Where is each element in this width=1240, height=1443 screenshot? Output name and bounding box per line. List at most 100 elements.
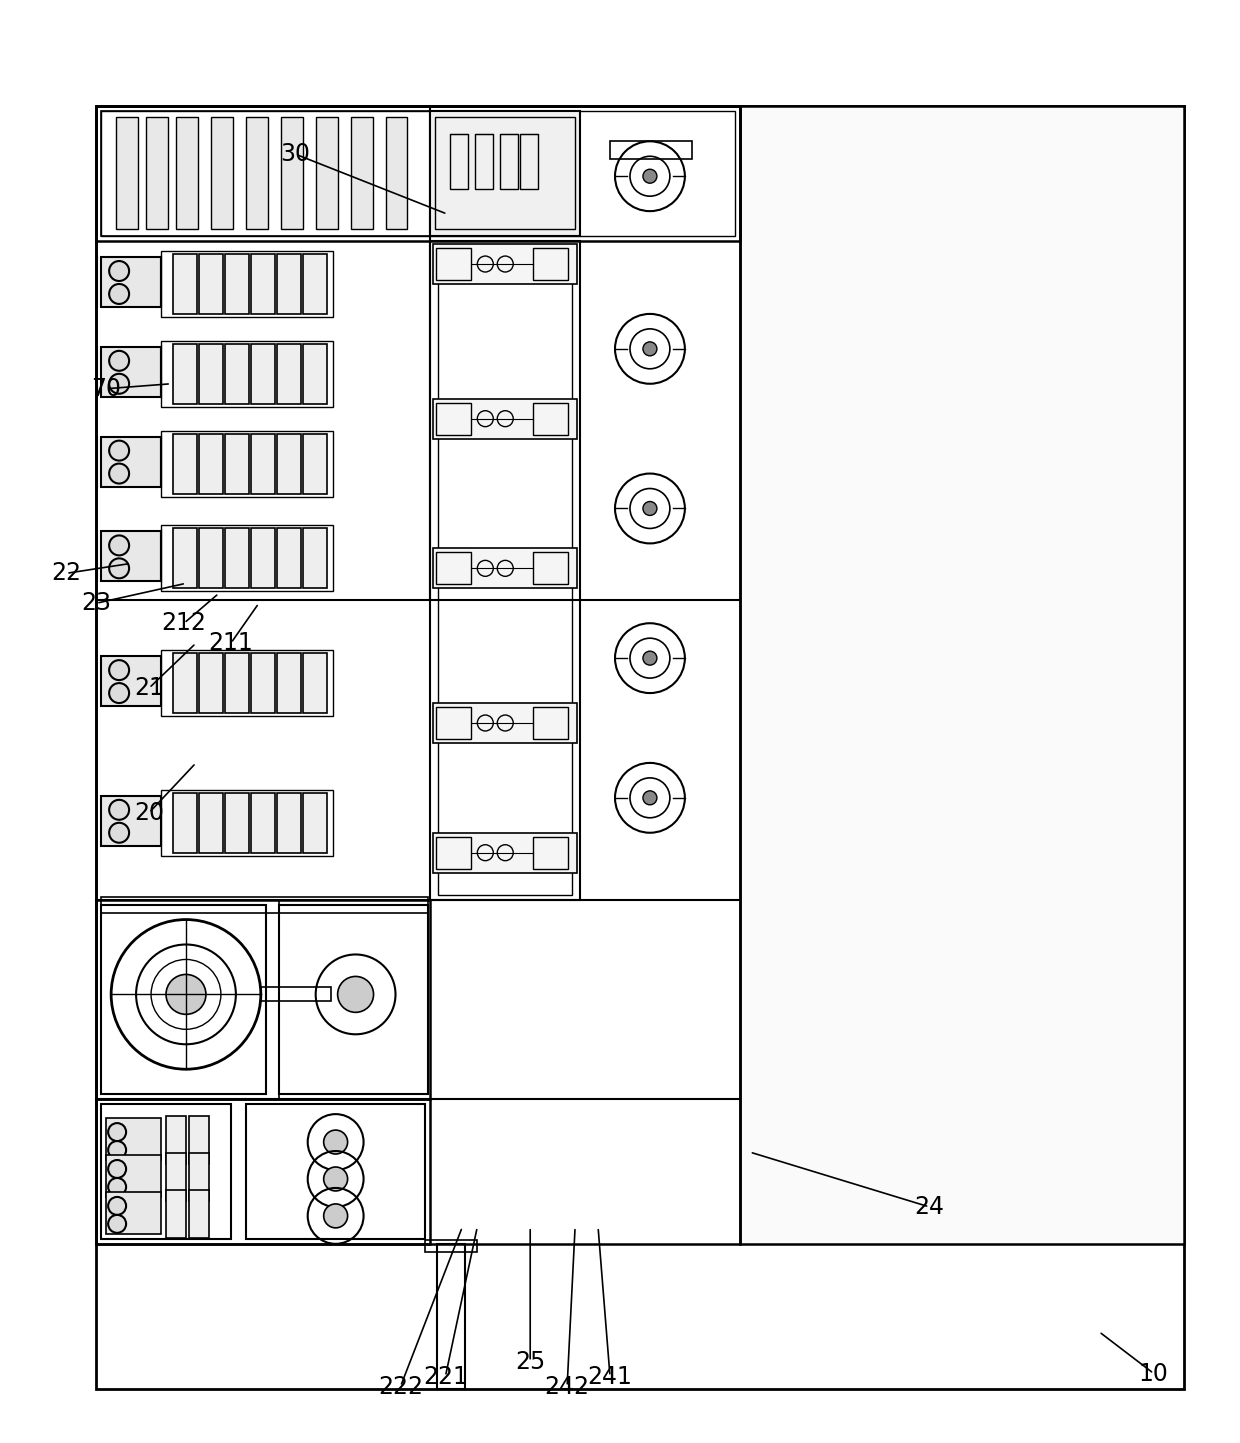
Bar <box>434 548 577 589</box>
Bar <box>303 792 326 853</box>
Bar <box>277 654 301 713</box>
Circle shape <box>166 974 206 1014</box>
Text: 10: 10 <box>1138 1362 1169 1385</box>
Bar <box>97 1100 430 1244</box>
Bar <box>500 134 518 189</box>
Bar <box>161 430 332 496</box>
Circle shape <box>109 659 129 680</box>
Bar <box>107 1118 161 1160</box>
Bar <box>351 117 372 229</box>
Bar <box>224 434 249 494</box>
Circle shape <box>109 683 129 703</box>
Bar <box>174 654 197 713</box>
Bar <box>102 896 429 912</box>
Bar <box>434 703 577 743</box>
Bar <box>188 1153 208 1201</box>
Bar <box>434 398 577 439</box>
Bar <box>166 1190 186 1238</box>
Bar <box>533 553 568 584</box>
Bar <box>102 531 161 582</box>
Bar <box>386 117 408 229</box>
Text: 22: 22 <box>51 561 82 586</box>
Bar <box>161 789 332 856</box>
Circle shape <box>108 1141 126 1159</box>
Bar <box>246 1104 425 1240</box>
Bar <box>521 134 538 189</box>
Bar <box>102 797 161 846</box>
Bar <box>277 434 301 494</box>
Bar <box>250 254 275 315</box>
Bar <box>174 254 197 315</box>
Bar <box>250 792 275 853</box>
Bar <box>102 1104 231 1240</box>
Text: 222: 222 <box>378 1375 423 1398</box>
Bar <box>250 528 275 589</box>
Circle shape <box>324 1167 347 1190</box>
Bar <box>277 343 301 404</box>
Text: 24: 24 <box>914 1195 945 1219</box>
Circle shape <box>109 463 129 483</box>
Bar <box>188 1115 208 1165</box>
Bar <box>161 651 332 716</box>
Bar <box>436 837 471 869</box>
Bar <box>161 341 332 407</box>
Bar <box>277 254 301 315</box>
Bar <box>279 905 429 1094</box>
Bar <box>107 1154 161 1196</box>
Bar <box>277 528 301 589</box>
Text: 70: 70 <box>92 377 122 401</box>
Bar <box>198 254 223 315</box>
Text: 221: 221 <box>423 1365 467 1388</box>
Bar <box>430 241 580 899</box>
Bar <box>303 528 326 589</box>
Bar <box>436 248 471 280</box>
Bar <box>450 134 469 189</box>
Bar <box>303 654 326 713</box>
Bar <box>102 346 161 397</box>
Bar <box>211 117 233 229</box>
Bar <box>740 107 1184 1244</box>
Bar <box>198 528 223 589</box>
Bar <box>610 141 692 159</box>
Bar <box>224 343 249 404</box>
Bar <box>280 117 303 229</box>
Bar <box>436 403 471 434</box>
Bar <box>102 437 161 486</box>
Circle shape <box>109 374 129 394</box>
Circle shape <box>324 1130 347 1154</box>
Bar <box>174 528 197 589</box>
Bar <box>198 343 223 404</box>
Bar <box>436 707 471 739</box>
Bar <box>174 792 197 853</box>
Circle shape <box>108 1177 126 1196</box>
Bar <box>250 343 275 404</box>
Circle shape <box>109 535 129 556</box>
Bar <box>97 107 740 241</box>
Text: 23: 23 <box>81 592 112 615</box>
Circle shape <box>324 1203 347 1228</box>
Bar <box>439 247 572 895</box>
Circle shape <box>109 284 129 304</box>
Bar <box>102 905 265 1094</box>
Bar <box>174 434 197 494</box>
Bar <box>102 111 430 237</box>
Bar <box>303 343 326 404</box>
Circle shape <box>109 558 129 579</box>
Text: 211: 211 <box>208 631 253 655</box>
Bar <box>97 107 1184 1388</box>
Circle shape <box>644 342 657 356</box>
Bar <box>224 528 249 589</box>
Circle shape <box>109 261 129 281</box>
Bar <box>102 257 161 307</box>
Bar <box>166 1115 186 1165</box>
Bar <box>198 792 223 853</box>
Circle shape <box>108 1196 126 1215</box>
Circle shape <box>644 651 657 665</box>
Bar <box>224 654 249 713</box>
Bar <box>434 833 577 873</box>
Bar <box>260 987 331 1001</box>
Bar <box>533 403 568 434</box>
Text: 242: 242 <box>544 1375 589 1398</box>
Bar <box>174 343 197 404</box>
Bar <box>107 1192 161 1234</box>
